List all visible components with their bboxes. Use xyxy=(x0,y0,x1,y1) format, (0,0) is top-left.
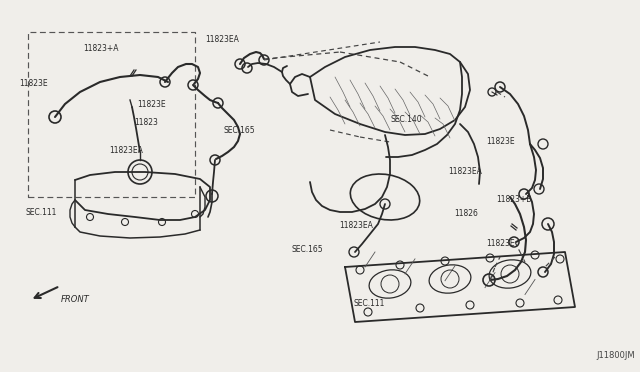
Text: 11823+B: 11823+B xyxy=(496,195,531,203)
Text: SEC.165: SEC.165 xyxy=(224,126,255,135)
Text: 11823E: 11823E xyxy=(486,239,515,248)
Text: SEC.111: SEC.111 xyxy=(354,299,385,308)
Text: FRONT: FRONT xyxy=(61,295,90,304)
Text: J11800JM: J11800JM xyxy=(596,351,635,360)
Text: 11826: 11826 xyxy=(454,209,478,218)
Text: 11823EA: 11823EA xyxy=(339,221,373,230)
Text: SEC.140: SEC.140 xyxy=(390,115,422,124)
Text: 11823EA: 11823EA xyxy=(448,167,482,176)
Text: 11823EA: 11823EA xyxy=(205,35,239,44)
Text: SEC.111: SEC.111 xyxy=(26,208,57,217)
Text: 11823E: 11823E xyxy=(19,79,48,88)
Text: 11823+A: 11823+A xyxy=(83,44,118,53)
Text: SEC.165: SEC.165 xyxy=(291,245,323,254)
Text: 11823E: 11823E xyxy=(486,137,515,146)
Text: 11823: 11823 xyxy=(134,118,158,127)
Text: 11823E: 11823E xyxy=(138,100,166,109)
Text: 11823EA: 11823EA xyxy=(109,146,143,155)
